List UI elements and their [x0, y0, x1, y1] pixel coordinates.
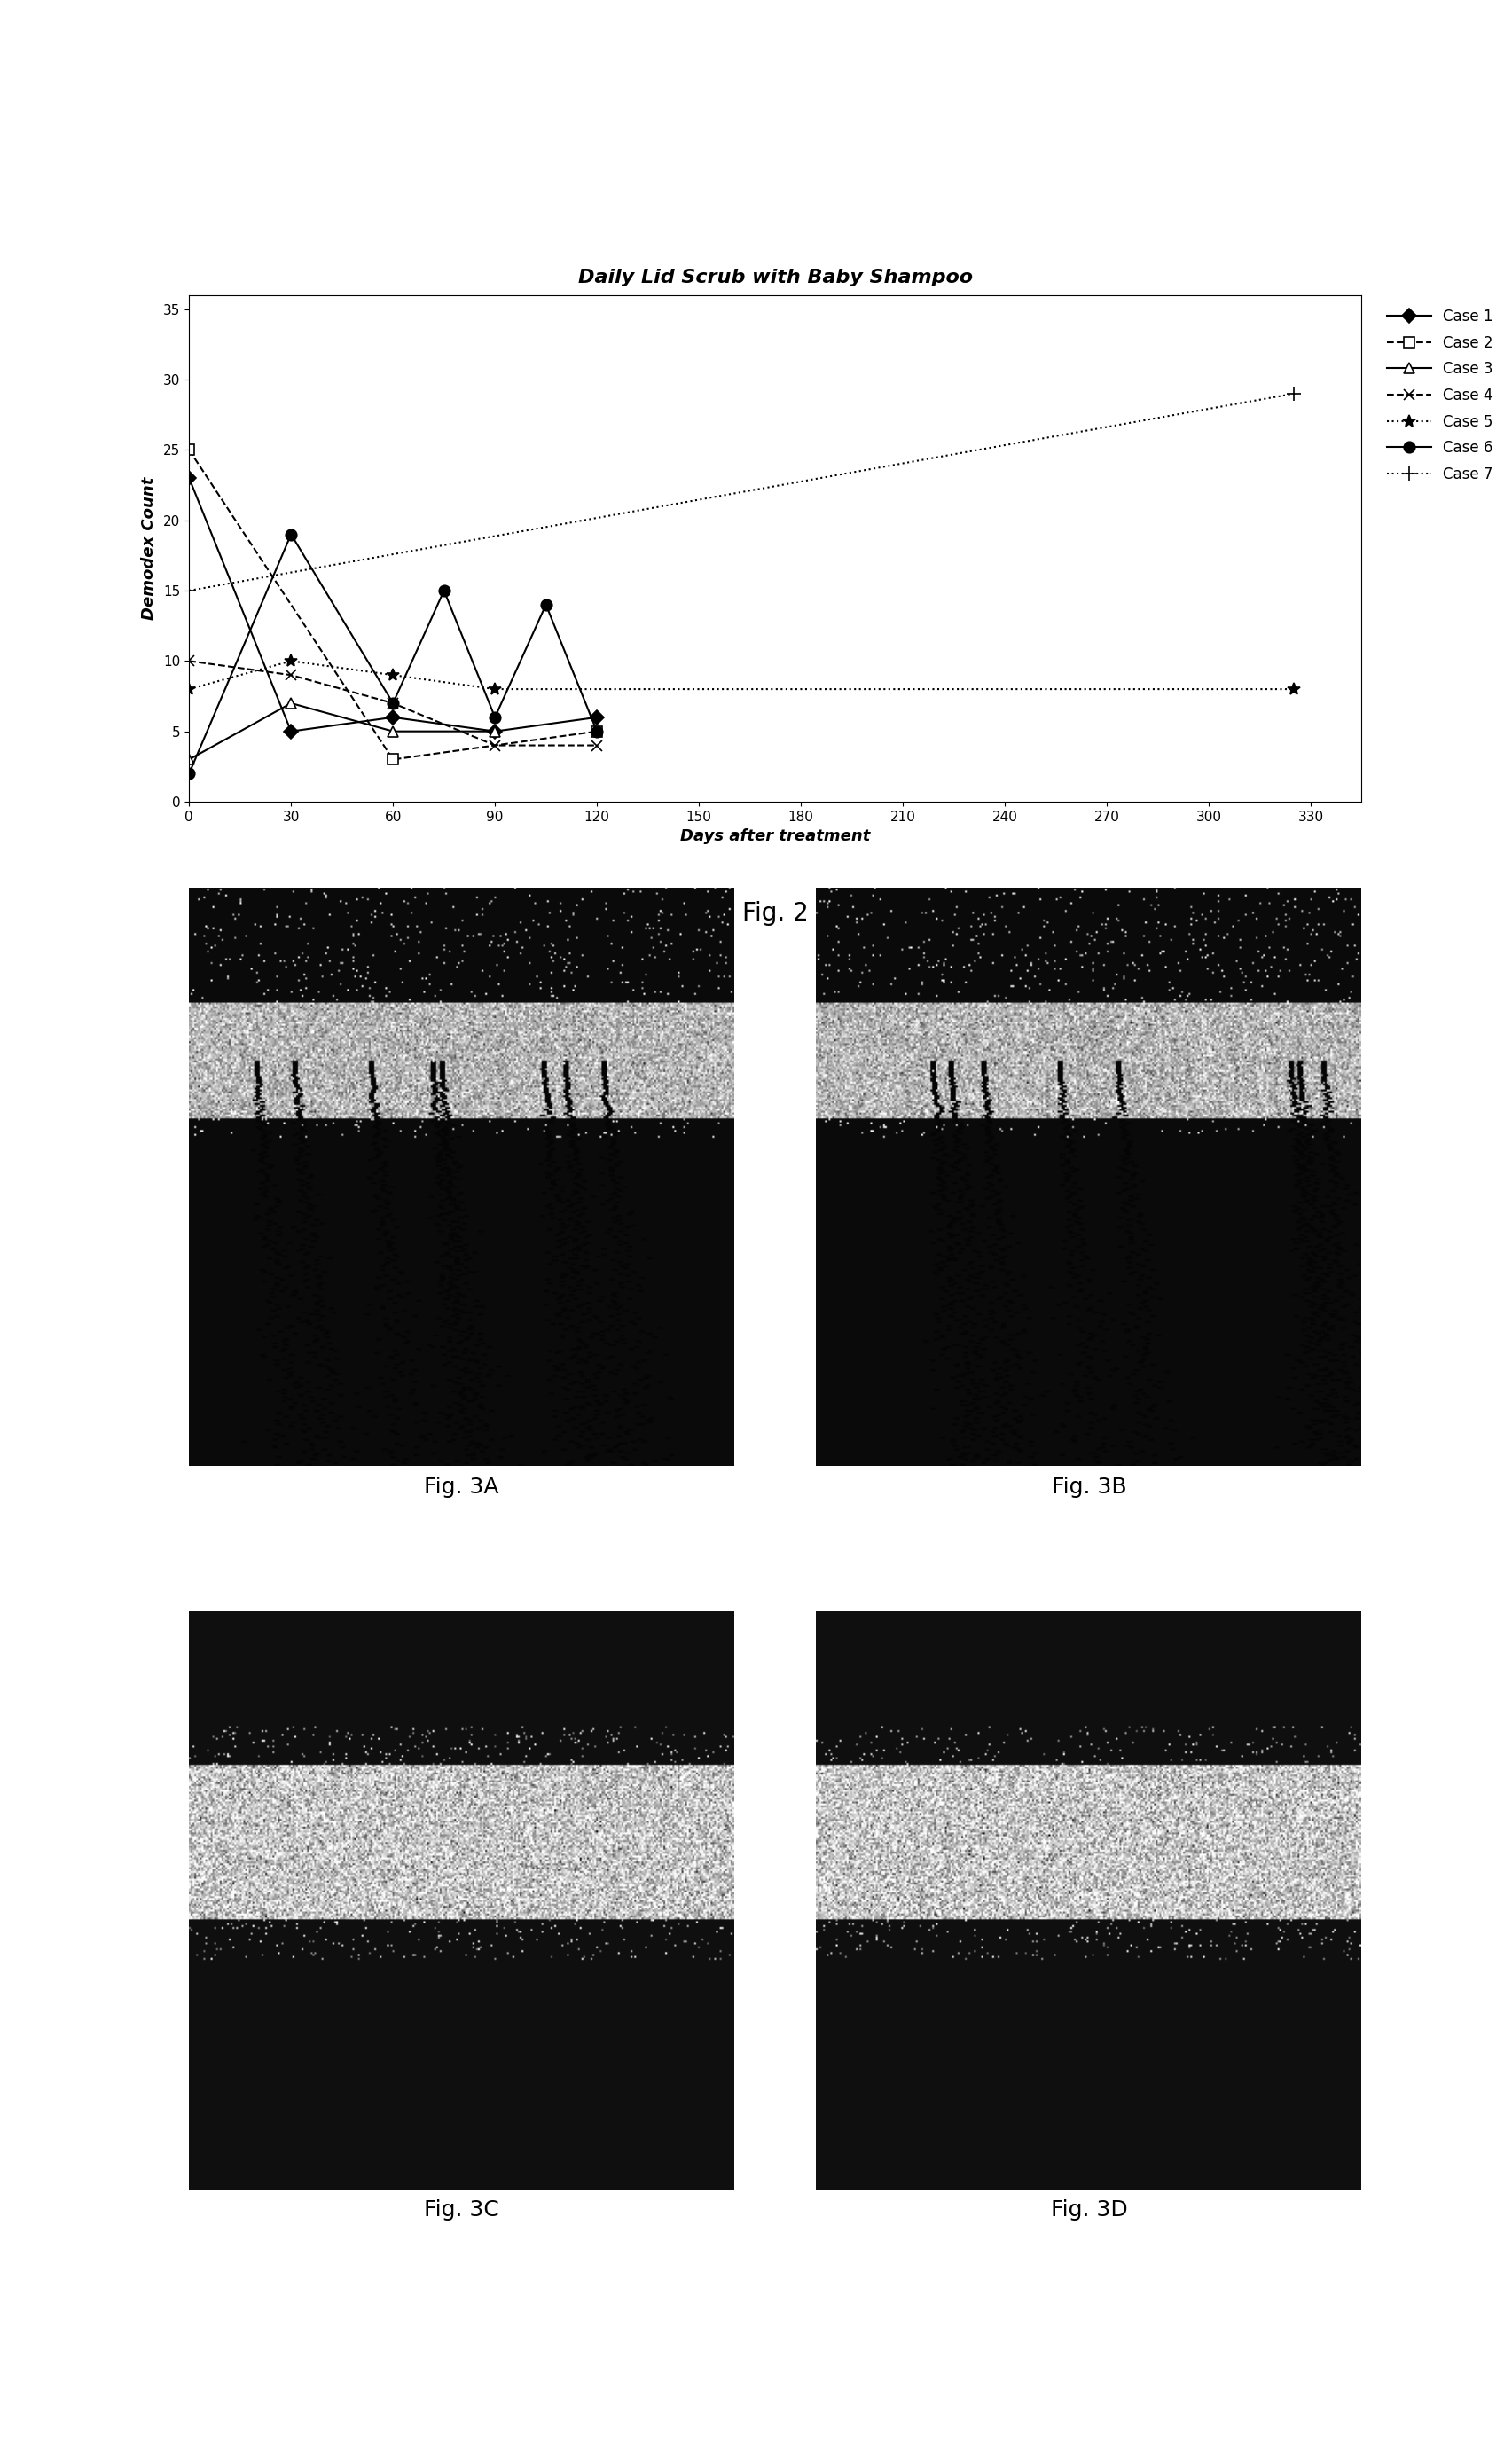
Case 5	[485, 674, 503, 704]
X-axis label: Fig. 3D: Fig. 3D	[1049, 2199, 1126, 2221]
Title: Daily Lid Scrub with Baby Shampoo: Daily Lid Scrub with Baby Shampoo	[578, 268, 972, 285]
Text: Fig. 2: Fig. 2	[742, 900, 807, 925]
Case 2	[384, 745, 402, 775]
Case 3	[384, 716, 402, 745]
X-axis label: Fig. 3C: Fig. 3C	[423, 2199, 499, 2221]
Case 6	[588, 716, 606, 745]
Case 1	[588, 704, 606, 733]
Case 3	[281, 689, 299, 718]
Case 2	[588, 716, 606, 745]
Case 4	[588, 731, 606, 760]
Case 1	[485, 716, 503, 745]
Case 6	[180, 758, 198, 787]
Case 4	[180, 647, 198, 676]
Case 1	[384, 704, 402, 733]
Case 6	[384, 689, 402, 718]
Case 6	[485, 704, 503, 733]
Case 5	[180, 674, 198, 704]
Case 1	[281, 716, 299, 745]
Case 4	[384, 689, 402, 718]
Legend: Case 1, Case 2, Case 3, Case 4, Case 5, Case 6, Case 7: Case 1, Case 2, Case 3, Case 4, Case 5, …	[1380, 303, 1498, 487]
Case 5	[1284, 674, 1302, 704]
Case 5	[384, 659, 402, 689]
Line: Case 2: Case 2	[183, 445, 602, 765]
Y-axis label: Demodex Count: Demodex Count	[141, 477, 157, 620]
Line: Case 5: Case 5	[183, 654, 1299, 696]
Case 2	[180, 435, 198, 465]
Case 1	[180, 462, 198, 492]
Case 5	[281, 647, 299, 676]
X-axis label: Days after treatment: Days after treatment	[680, 829, 869, 844]
Line: Case 6: Case 6	[183, 529, 602, 780]
Case 6	[281, 519, 299, 549]
Case 4	[281, 659, 299, 689]
Line: Case 1: Case 1	[184, 472, 602, 736]
Line: Case 4: Case 4	[183, 654, 602, 750]
Case 6	[434, 576, 452, 605]
Case 3	[180, 745, 198, 775]
Line: Case 3: Case 3	[183, 699, 500, 765]
Case 3	[485, 716, 503, 745]
Case 4	[485, 731, 503, 760]
Case 6	[537, 590, 555, 620]
X-axis label: Fig. 3A: Fig. 3A	[423, 1476, 499, 1498]
X-axis label: Fig. 3B: Fig. 3B	[1051, 1476, 1126, 1498]
